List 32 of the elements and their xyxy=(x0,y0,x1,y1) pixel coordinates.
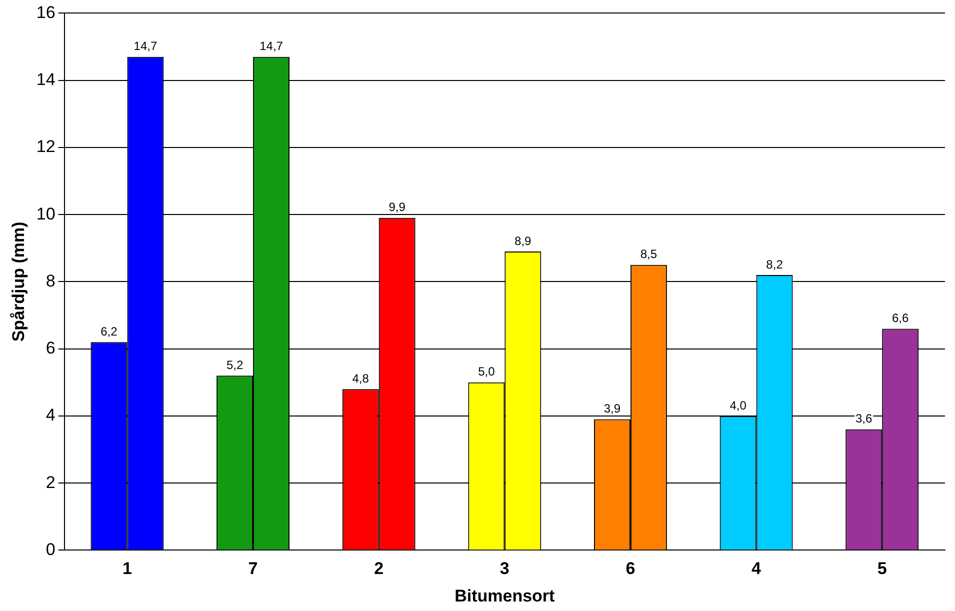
data-label: 4,8 xyxy=(352,371,370,386)
y-tick-label: 12 xyxy=(36,137,56,156)
x-tick-label: 5 xyxy=(877,559,887,578)
data-label: 8,5 xyxy=(640,247,658,262)
y-tick-label: 6 xyxy=(46,338,56,358)
data-label: 4,0 xyxy=(730,398,747,412)
y-tick-label: 16 xyxy=(36,2,56,22)
y-axis-title: Spårdjup (mm) xyxy=(8,222,28,342)
data-label: 14,7 xyxy=(134,39,158,54)
x-tick-label: 6 xyxy=(626,559,636,578)
data-label: 8,9 xyxy=(514,234,532,248)
x-tick-label: 1 xyxy=(122,559,132,578)
y-tick-label: 0 xyxy=(46,540,56,559)
x-tick-label: 2 xyxy=(374,559,384,578)
x-tick-label: 4 xyxy=(752,559,762,578)
x-tick-label: 3 xyxy=(500,559,510,578)
data-label: 3,6 xyxy=(856,412,873,426)
x-tick-label: 7 xyxy=(248,559,258,578)
y-tick-label: 2 xyxy=(46,472,56,492)
x-axis-title: Bitumensort xyxy=(454,586,556,606)
data-label: 6,2 xyxy=(100,324,118,338)
data-label: 5,2 xyxy=(226,358,244,372)
y-tick-label: 4 xyxy=(46,406,56,425)
data-label: 5,0 xyxy=(478,364,496,379)
y-tick-label: 10 xyxy=(36,204,56,224)
y-tick-label: 8 xyxy=(46,271,56,290)
y-tick-label: 14 xyxy=(36,70,56,90)
data-label: 3,9 xyxy=(604,402,621,416)
data-label: 8,2 xyxy=(766,257,784,272)
data-label: 6,6 xyxy=(892,311,909,325)
data-label: 9,9 xyxy=(388,200,406,214)
data-label: 14,7 xyxy=(260,39,284,54)
